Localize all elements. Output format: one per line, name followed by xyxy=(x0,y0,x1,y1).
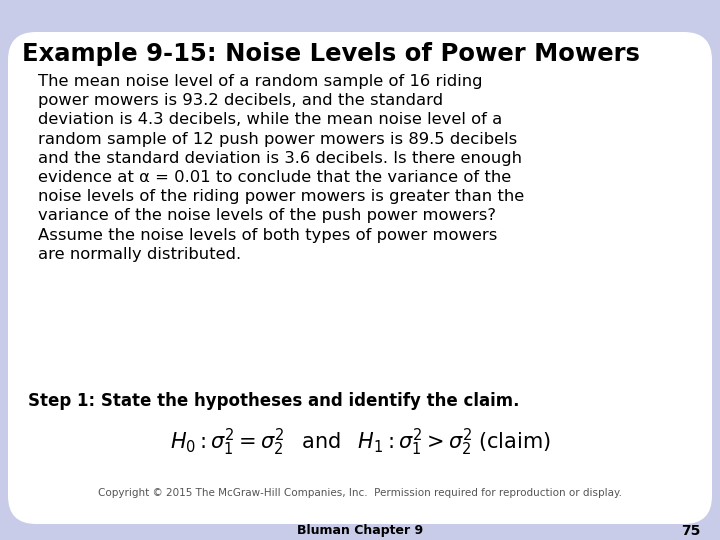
Text: Example 9-15: Noise Levels of Power Mowers: Example 9-15: Noise Levels of Power Mowe… xyxy=(22,42,640,66)
Text: Bluman Chapter 9: Bluman Chapter 9 xyxy=(297,524,423,537)
Text: 75: 75 xyxy=(680,524,700,538)
FancyBboxPatch shape xyxy=(8,32,712,524)
Text: The mean noise level of a random sample of 16 riding
power mowers is 93.2 decibe: The mean noise level of a random sample … xyxy=(38,74,524,262)
Text: Step 1: State the hypotheses and identify the claim.: Step 1: State the hypotheses and identif… xyxy=(28,392,520,410)
Text: $H_0 : \sigma_1^2 = \sigma_2^2$$\;\;\; \mathrm{and} \;\;\;$$H_1 : \sigma_1^2 > \: $H_0 : \sigma_1^2 = \sigma_2^2$$\;\;\; \… xyxy=(170,427,550,458)
Text: Copyright © 2015 The McGraw-Hill Companies, Inc.  Permission required for reprod: Copyright © 2015 The McGraw-Hill Compani… xyxy=(98,488,622,498)
